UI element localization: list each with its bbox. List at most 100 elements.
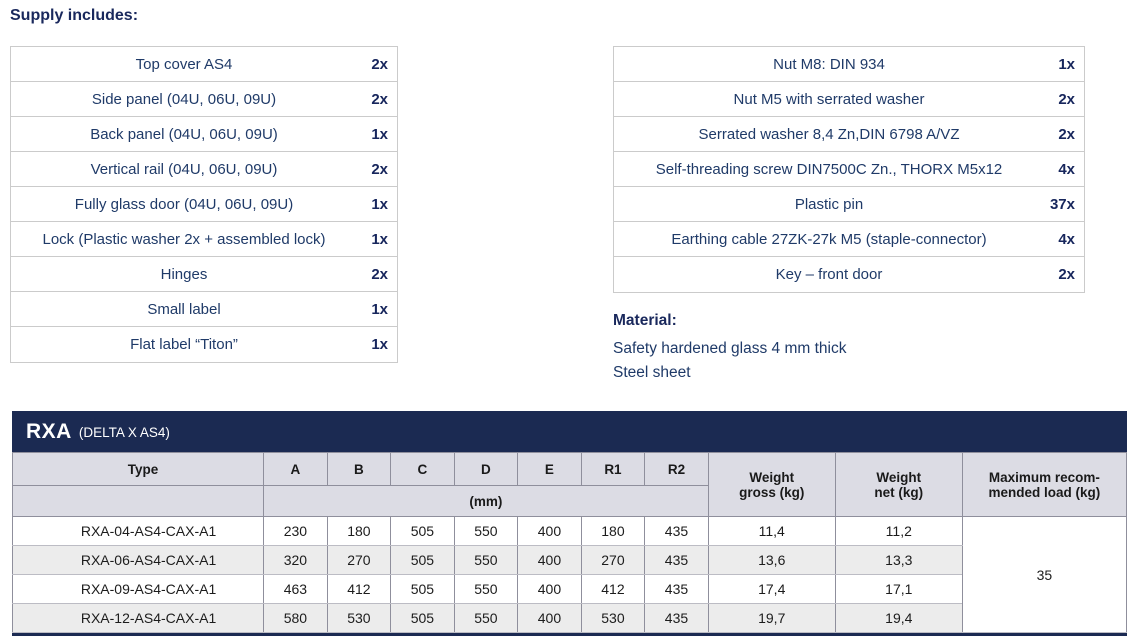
supply-item-name: Key – front door	[775, 266, 883, 283]
supply-item-qty: 2x	[1058, 266, 1075, 283]
spec-table-title: RXA	[26, 419, 72, 443]
col-header-weight-gross: Weight gross (kg)	[707, 452, 836, 517]
supply-list-right: Nut M8: DIN 934 1x Nut M5 with serrated …	[613, 46, 1085, 293]
cell-type: RXA-06-AS4-CAX-A1	[11, 545, 265, 575]
cell-dim-r1: 412	[580, 574, 646, 604]
col-header-d: D	[453, 452, 519, 486]
supply-item-row: Key – front door 2x	[614, 257, 1084, 292]
supply-item-row: Hinges 2x	[11, 257, 397, 292]
supply-item-name: Flat label “Titon”	[130, 336, 238, 353]
col-header-weight-net-line2: net (kg)	[874, 484, 924, 500]
spec-data-row: RXA-04-AS4-CAX-A1 230 180 505 550 400 18…	[11, 516, 1128, 633]
supply-item-name: Nut M8: DIN 934	[773, 55, 885, 73]
col-header-weight-net: Weight net (kg)	[834, 452, 963, 517]
supply-item-qty: 1x	[371, 300, 388, 318]
cell-dim-a: 320	[263, 545, 328, 575]
material-heading: Material:	[613, 312, 677, 329]
supply-item-row: Vertical rail (04U, 06U, 09U) 2x	[11, 152, 397, 187]
supply-item-qty: 4x	[1058, 160, 1075, 178]
cell-dim-c: 505	[390, 545, 455, 575]
cell-dim-d: 550	[453, 516, 519, 546]
supply-item-name: Top cover AS4	[135, 55, 233, 73]
material-line: Safety hardened glass 4 mm thick	[613, 340, 847, 357]
col-header-r1: R1	[580, 452, 646, 486]
spec-data-row: RXA-09-AS4-CAX-A1 463 412 505 550 400 41…	[11, 574, 1127, 604]
col-header-max-load-line1: Maximum recom-	[988, 469, 1100, 485]
cell-dim-e: 400	[517, 545, 582, 575]
cell-dim-r2: 435	[644, 603, 709, 633]
supply-item-qty: 1x	[371, 336, 388, 353]
supply-item-row: Lock (Plastic washer 2x + assembled lock…	[11, 222, 397, 257]
supply-item-qty: 2x	[371, 160, 388, 178]
cell-weight-gross: 17,4	[707, 574, 836, 604]
supply-item-row: Plastic pin 37x	[614, 187, 1084, 222]
cell-weight-net: 11,2	[834, 516, 963, 546]
supply-item-name: Hinges	[160, 265, 208, 283]
spec-data-row: RXA-06-AS4-CAX-A1 320 270 505 550 400 27…	[11, 545, 1127, 575]
cell-dim-c: 505	[390, 574, 455, 604]
supply-item-row: Top cover AS4 2x	[11, 47, 397, 82]
supply-item-name: Vertical rail (04U, 06U, 09U)	[90, 160, 278, 178]
cell-weight-net: 13,3	[834, 545, 963, 575]
col-header-r2: R2	[644, 452, 709, 486]
cell-dim-d: 550	[453, 574, 519, 604]
col-header-weight-gross-line2: gross (kg)	[739, 484, 805, 500]
spec-table-section: RXA (DELTA X AS4) Type A B C D E R1 R2 W…	[11, 411, 1128, 636]
supply-item-name: Nut M5 with serrated washer	[733, 90, 925, 108]
col-header-max-load-line2: mended load (kg)	[988, 484, 1101, 500]
spec-header-row: Type A B C D E R1 R2 Weight gross (kg) W…	[11, 452, 1128, 517]
supply-item-name: Plastic pin	[794, 195, 864, 213]
supply-item-qty: 4x	[1058, 230, 1075, 248]
cell-dim-r2: 435	[644, 545, 709, 575]
spec-table: Type A B C D E R1 R2 Weight gross (kg) W…	[11, 452, 1128, 633]
cell-dim-d: 550	[453, 603, 519, 633]
supply-item-qty: 2x	[371, 265, 388, 283]
cell-dim-r1: 180	[580, 516, 646, 546]
supply-item-qty: 1x	[371, 230, 388, 248]
supply-item-name: Earthing cable 27ZK-27k M5 (staple-conne…	[671, 230, 987, 248]
supply-item-row: Nut M8: DIN 934 1x	[614, 47, 1084, 82]
unit-row-mm-cell: (mm)	[263, 485, 709, 517]
cell-dim-e: 400	[517, 603, 582, 633]
supply-item-qty: 1x	[371, 125, 388, 143]
cell-dim-b: 412	[326, 574, 392, 604]
cell-dim-b: 180	[326, 516, 392, 546]
cell-weight-net: 19,4	[834, 603, 963, 633]
cell-dim-r1: 270	[580, 545, 646, 575]
material-line: Steel sheet	[613, 364, 691, 381]
cell-dim-b: 530	[326, 603, 392, 633]
supply-item-row: Earthing cable 27ZK-27k M5 (staple-conne…	[614, 222, 1084, 257]
supply-item-row: Back panel (04U, 06U, 09U) 1x	[11, 117, 397, 152]
supply-item-qty: 2x	[1058, 125, 1075, 143]
supply-item-row: Flat label “Titon” 1x	[11, 327, 397, 362]
supply-item-qty: 2x	[371, 55, 388, 73]
cell-dim-b: 270	[326, 545, 392, 575]
supply-item-row: Fully glass door (04U, 06U, 09U) 1x	[11, 187, 397, 222]
cell-dim-a: 230	[263, 516, 328, 546]
col-header-weight-gross-line1: Weight	[749, 469, 795, 485]
supply-item-name: Back panel (04U, 06U, 09U)	[90, 125, 278, 143]
cell-weight-gross: 19,7	[707, 603, 836, 633]
cell-type: RXA-12-AS4-CAX-A1	[11, 603, 265, 633]
cell-dim-e: 400	[517, 516, 582, 546]
cell-type: RXA-09-AS4-CAX-A1	[11, 574, 265, 604]
cell-weight-gross: 11,4	[707, 516, 836, 546]
cell-dim-r2: 435	[644, 516, 709, 546]
supply-item-row: Self-threading screw DIN7500C Zn., THORX…	[614, 152, 1084, 187]
supply-item-qty: 2x	[1058, 90, 1075, 108]
col-header-c: C	[390, 452, 455, 486]
cell-dim-r1: 530	[580, 603, 646, 633]
cell-dim-r2: 435	[644, 574, 709, 604]
supply-item-name: Fully glass door (04U, 06U, 09U)	[74, 195, 294, 213]
supply-item-row: Nut M5 with serrated washer 2x	[614, 82, 1084, 117]
material-section: Material: Safety hardened glass 4 mm thi…	[613, 312, 846, 385]
spec-table-subtitle: (DELTA X AS4)	[78, 425, 170, 440]
spec-table-titlebar: RXA (DELTA X AS4)	[12, 411, 1127, 452]
supply-item-row: Serrated washer 8,4 Zn,DIN 6798 A/VZ 2x	[614, 117, 1084, 152]
supply-includes-heading: Supply includes:	[10, 7, 139, 24]
cell-max-load: 35	[961, 516, 1128, 633]
cell-type: RXA-04-AS4-CAX-A1	[11, 516, 265, 546]
cell-dim-d: 550	[453, 545, 519, 575]
cell-weight-net: 17,1	[834, 574, 963, 604]
cell-dim-a: 580	[263, 603, 328, 633]
